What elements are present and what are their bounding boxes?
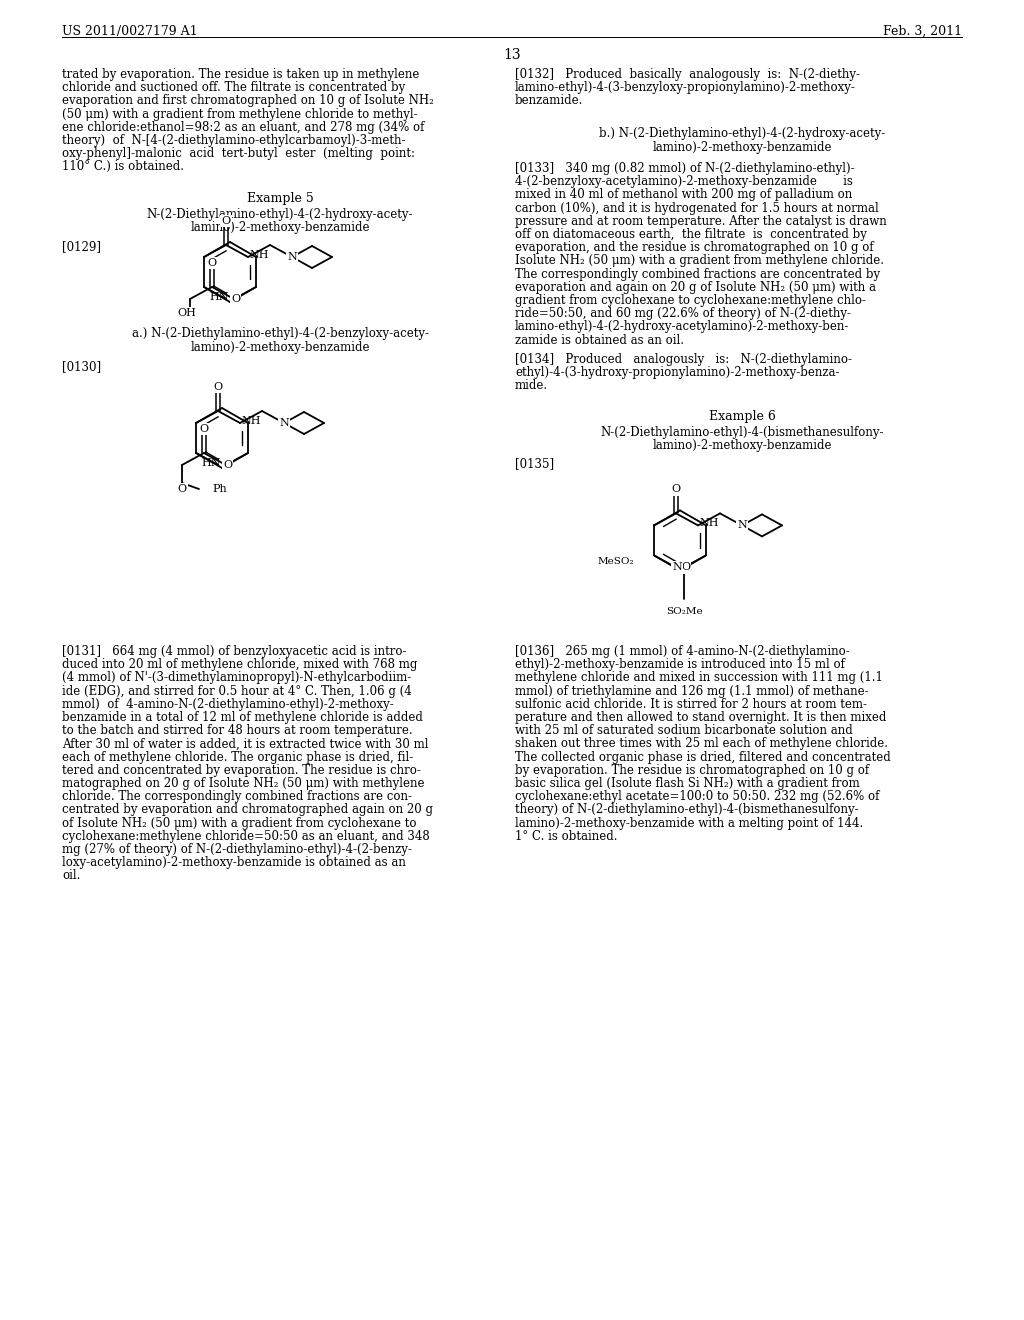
Text: lamino)-2-methoxy-benzamide: lamino)-2-methoxy-benzamide	[652, 440, 831, 453]
Text: N-(2-Diethylamino-ethyl)-4-(bismethanesulfony-: N-(2-Diethylamino-ethyl)-4-(bismethanesu…	[600, 426, 884, 440]
Text: Isolute NH₂ (50 μm) with a gradient from methylene chloride.: Isolute NH₂ (50 μm) with a gradient from…	[515, 255, 884, 268]
Text: evaporation, and the residue is chromatographed on 10 g of: evaporation, and the residue is chromato…	[515, 242, 873, 255]
Text: [0129]: [0129]	[62, 240, 101, 253]
Text: mg (27% of theory) of N-(2-diethylamino-ethyl)-4-(2-benzy-: mg (27% of theory) of N-(2-diethylamino-…	[62, 843, 412, 855]
Text: [0132]   Produced  basically  analogously  is:  N-(2-diethy-: [0132] Produced basically analogously is…	[515, 69, 860, 81]
Text: theory) of N-(2-diethylamino-ethyl)-4-(bismethanesulfony-: theory) of N-(2-diethylamino-ethyl)-4-(b…	[515, 804, 859, 816]
Text: oil.: oil.	[62, 870, 80, 882]
Text: to the batch and stirred for 48 hours at room temperature.: to the batch and stirred for 48 hours at…	[62, 725, 413, 737]
Text: 4-(2-benzyloxy-acetylamino)-2-methoxy-benzamide       is: 4-(2-benzyloxy-acetylamino)-2-methoxy-be…	[515, 176, 853, 189]
Text: centrated by evaporation and chromatographed again on 20 g: centrated by evaporation and chromatogra…	[62, 804, 433, 816]
Text: ide (EDG), and stirred for 0.5 hour at 4° C. Then, 1.06 g (4: ide (EDG), and stirred for 0.5 hour at 4…	[62, 685, 412, 697]
Text: chloride and suctioned off. The filtrate is concentrated by: chloride and suctioned off. The filtrate…	[62, 82, 406, 94]
Text: lamino)-2-methoxy-benzamide with a melting point of 144.: lamino)-2-methoxy-benzamide with a melti…	[515, 817, 863, 829]
Text: b.) N-(2-Diethylamino-ethyl)-4-(2-hydroxy-acety-: b.) N-(2-Diethylamino-ethyl)-4-(2-hydrox…	[599, 127, 885, 140]
Text: US 2011/0027179 A1: US 2011/0027179 A1	[62, 25, 198, 38]
Text: theory)  of  N-[4-(2-diethylamino-ethylcarbamoyl)-3-meth-: theory) of N-[4-(2-diethylamino-ethylcar…	[62, 135, 406, 147]
Text: OH: OH	[177, 308, 197, 318]
Text: O: O	[177, 484, 186, 494]
Text: O: O	[681, 562, 690, 573]
Text: The collected organic phase is dried, filtered and concentrated: The collected organic phase is dried, fi…	[515, 751, 891, 763]
Text: O: O	[231, 294, 241, 304]
Text: N: N	[672, 562, 682, 573]
Text: O: O	[208, 257, 216, 268]
Text: shaken out three times with 25 ml each of methylene chloride.: shaken out three times with 25 ml each o…	[515, 738, 888, 750]
Text: ethyl)-4-(3-hydroxy-propionylamino)-2-methoxy-benza-: ethyl)-4-(3-hydroxy-propionylamino)-2-me…	[515, 366, 840, 379]
Text: mmol)  of  4-amino-N-(2-diethylamino-ethyl)-2-methoxy-: mmol) of 4-amino-N-(2-diethylamino-ethyl…	[62, 698, 394, 710]
Text: mide.: mide.	[515, 379, 548, 392]
Text: 1° C. is obtained.: 1° C. is obtained.	[515, 830, 617, 842]
Text: trated by evaporation. The residue is taken up in methylene: trated by evaporation. The residue is ta…	[62, 69, 420, 81]
Text: oxy-phenyl]-malonic  acid  tert-butyl  ester  (melting  point:: oxy-phenyl]-malonic acid tert-butyl este…	[62, 148, 415, 160]
Text: ene chloride:ethanol=98:2 as an eluant, and 278 mg (34% of: ene chloride:ethanol=98:2 as an eluant, …	[62, 121, 424, 133]
Text: (4 mmol) of N'-(3-dimethylaminopropyl)-N-ethylcarbodiim-: (4 mmol) of N'-(3-dimethylaminopropyl)-N…	[62, 672, 412, 684]
Text: O: O	[200, 424, 209, 434]
Text: N: N	[280, 418, 289, 428]
Text: evaporation and first chromatographed on 10 g of Isolute NH₂: evaporation and first chromatographed on…	[62, 95, 434, 107]
Text: [0131]   664 mg (4 mmol) of benzyloxyacetic acid is intro-: [0131] 664 mg (4 mmol) of benzyloxyaceti…	[62, 645, 407, 657]
Text: ride=50:50, and 60 mg (22.6% of theory) of N-(2-diethy-: ride=50:50, and 60 mg (22.6% of theory) …	[515, 308, 851, 321]
Text: duced into 20 ml of methylene chloride, mixed with 768 mg: duced into 20 ml of methylene chloride, …	[62, 659, 418, 671]
Text: lamino)-2-methoxy-benzamide: lamino)-2-methoxy-benzamide	[652, 141, 831, 154]
Text: After 30 ml of water is added, it is extracted twice with 30 ml: After 30 ml of water is added, it is ext…	[62, 738, 428, 750]
Text: loxy-acetylamino)-2-methoxy-benzamide is obtained as an: loxy-acetylamino)-2-methoxy-benzamide is…	[62, 857, 406, 869]
Text: O: O	[672, 484, 681, 495]
Text: by evaporation. The residue is chromatographed on 10 g of: by evaporation. The residue is chromatog…	[515, 764, 869, 776]
Text: 110° C.) is obtained.: 110° C.) is obtained.	[62, 161, 184, 173]
Text: benzamide in a total of 12 ml of methylene chloride is added: benzamide in a total of 12 ml of methyle…	[62, 711, 423, 723]
Text: pressure and at room temperature. After the catalyst is drawn: pressure and at room temperature. After …	[515, 215, 887, 228]
Text: methylene chloride and mixed in succession with 111 mg (1.1: methylene chloride and mixed in successi…	[515, 672, 883, 684]
Text: benzamide.: benzamide.	[515, 95, 584, 107]
Text: matographed on 20 g of Isolute NH₂ (50 μm) with methylene: matographed on 20 g of Isolute NH₂ (50 μ…	[62, 777, 425, 789]
Text: sulfonic acid chloride. It is stirred for 2 hours at room tem-: sulfonic acid chloride. It is stirred fo…	[515, 698, 867, 710]
Text: zamide is obtained as an oil.: zamide is obtained as an oil.	[515, 334, 684, 347]
Text: NH: NH	[249, 249, 268, 260]
Text: cyclohexane:ethyl acetate=100:0 to 50:50. 232 mg (52.6% of: cyclohexane:ethyl acetate=100:0 to 50:50…	[515, 791, 880, 803]
Text: Feb. 3, 2011: Feb. 3, 2011	[883, 25, 962, 38]
Text: NH: NH	[699, 519, 719, 528]
Text: HN: HN	[210, 292, 229, 302]
Text: each of methylene chloride. The organic phase is dried, fil-: each of methylene chloride. The organic …	[62, 751, 414, 763]
Text: evaporation and again on 20 g of Isolute NH₂ (50 μm) with a: evaporation and again on 20 g of Isolute…	[515, 281, 876, 294]
Text: NH: NH	[241, 416, 260, 426]
Text: basic silica gel (Isolute flash Si NH₂) with a gradient from: basic silica gel (Isolute flash Si NH₂) …	[515, 777, 860, 789]
Text: with 25 ml of saturated sodium bicarbonate solution and: with 25 ml of saturated sodium bicarbona…	[515, 725, 853, 737]
Text: gradient from cyclohexane to cyclohexane:methylene chlo-: gradient from cyclohexane to cyclohexane…	[515, 294, 866, 308]
Text: of Isolute NH₂ (50 μm) with a gradient from cyclohexane to: of Isolute NH₂ (50 μm) with a gradient f…	[62, 817, 417, 829]
Text: cyclohexane:methylene chloride=50:50 as an eluant, and 348: cyclohexane:methylene chloride=50:50 as …	[62, 830, 430, 842]
Text: mmol) of triethylamine and 126 mg (1.1 mmol) of methane-: mmol) of triethylamine and 126 mg (1.1 m…	[515, 685, 868, 697]
Text: Ph: Ph	[212, 484, 226, 494]
Text: O: O	[223, 459, 232, 470]
Text: [0134]   Produced   analogously   is:   N-(2-diethylamino-: [0134] Produced analogously is: N-(2-die…	[515, 352, 852, 366]
Text: chloride. The correspondingly combined fractions are con-: chloride. The correspondingly combined f…	[62, 791, 412, 803]
Text: off on diatomaceous earth,  the filtrate  is  concentrated by: off on diatomaceous earth, the filtrate …	[515, 228, 867, 242]
Text: a.) N-(2-Diethylamino-ethyl)-4-(2-benzyloxy-acety-: a.) N-(2-Diethylamino-ethyl)-4-(2-benzyl…	[131, 327, 428, 341]
Text: lamino-ethyl)-4-(2-hydroxy-acetylamino)-2-methoxy-ben-: lamino-ethyl)-4-(2-hydroxy-acetylamino)-…	[515, 321, 849, 334]
Text: mixed in 40 ml of methanol with 200 mg of palladium on: mixed in 40 ml of methanol with 200 mg o…	[515, 189, 852, 202]
Text: O: O	[221, 216, 230, 226]
Text: O: O	[213, 381, 222, 392]
Text: ethyl)-2-methoxy-benzamide is introduced into 15 ml of: ethyl)-2-methoxy-benzamide is introduced…	[515, 659, 845, 671]
Text: tered and concentrated by evaporation. The residue is chro-: tered and concentrated by evaporation. T…	[62, 764, 421, 776]
Text: SO₂Me: SO₂Me	[666, 607, 702, 616]
Text: lamino-ethyl)-4-(3-benzyloxy-propionylamino)-2-methoxy-: lamino-ethyl)-4-(3-benzyloxy-propionylam…	[515, 82, 856, 94]
Text: The correspondingly combined fractions are concentrated by: The correspondingly combined fractions a…	[515, 268, 880, 281]
Text: [0130]: [0130]	[62, 360, 101, 374]
Text: Example 6: Example 6	[709, 411, 775, 424]
Text: perature and then allowed to stand overnight. It is then mixed: perature and then allowed to stand overn…	[515, 711, 887, 723]
Text: N: N	[287, 252, 297, 261]
Text: [0133]   340 mg (0.82 mmol) of N-(2-diethylamino-ethyl)-: [0133] 340 mg (0.82 mmol) of N-(2-diethy…	[515, 162, 855, 176]
Text: N-(2-Diethylamino-ethyl)-4-(2-hydroxy-acety-: N-(2-Diethylamino-ethyl)-4-(2-hydroxy-ac…	[146, 209, 414, 220]
Text: N: N	[737, 520, 746, 531]
Text: lamino)-2-methoxy-benzamide: lamino)-2-methoxy-benzamide	[190, 220, 370, 234]
Text: [0136]   265 mg (1 mmol) of 4-amino-N-(2-diethylamino-: [0136] 265 mg (1 mmol) of 4-amino-N-(2-d…	[515, 645, 850, 657]
Text: HN: HN	[202, 458, 221, 469]
Text: [0135]: [0135]	[515, 458, 554, 470]
Text: 13: 13	[503, 48, 521, 62]
Text: MeSO₂: MeSO₂	[597, 557, 634, 566]
Text: (50 μm) with a gradient from methylene chloride to methyl-: (50 μm) with a gradient from methylene c…	[62, 108, 418, 120]
Text: Example 5: Example 5	[247, 191, 313, 205]
Text: carbon (10%), and it is hydrogenated for 1.5 hours at normal: carbon (10%), and it is hydrogenated for…	[515, 202, 879, 215]
Text: lamino)-2-methoxy-benzamide: lamino)-2-methoxy-benzamide	[190, 341, 370, 354]
